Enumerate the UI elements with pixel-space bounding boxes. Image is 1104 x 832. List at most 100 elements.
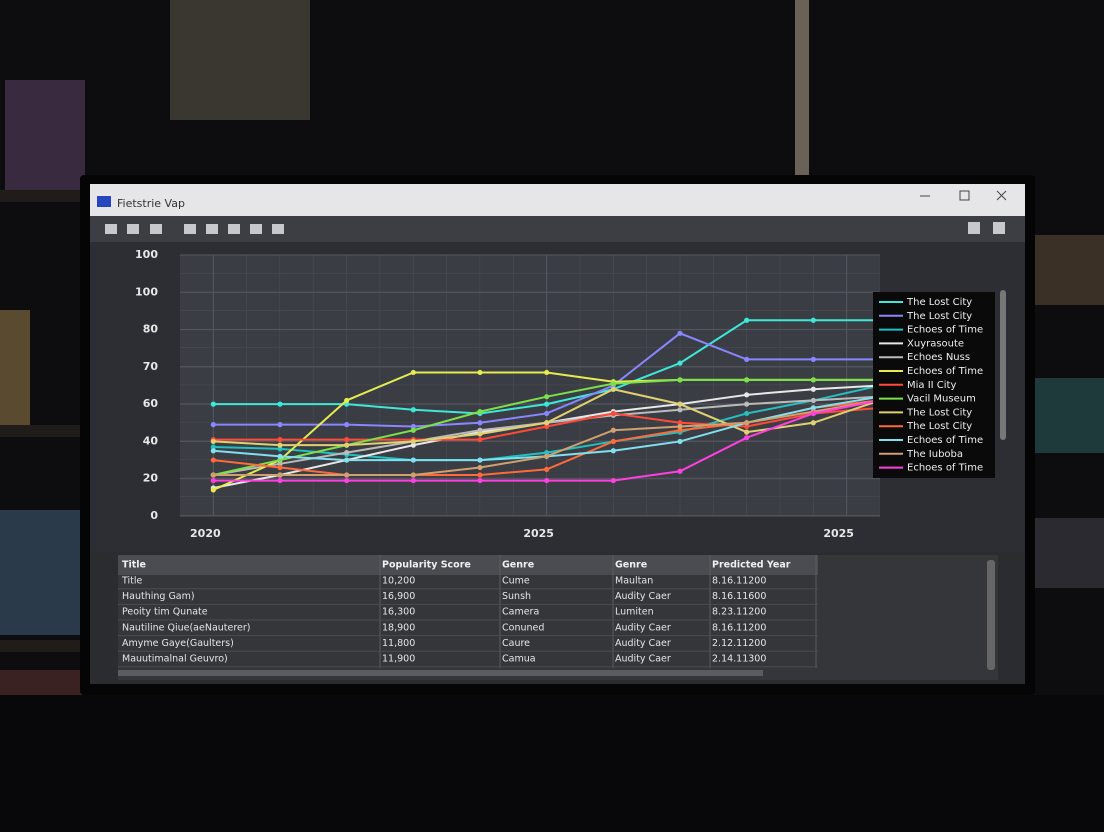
desk bbox=[0, 695, 1104, 832]
table-cell: 11,900 bbox=[382, 654, 415, 665]
legend-label: Xuyrasoute bbox=[907, 338, 964, 349]
data-point bbox=[477, 436, 483, 443]
data-point bbox=[610, 381, 616, 387]
data-point bbox=[610, 386, 616, 392]
data-point bbox=[544, 450, 550, 456]
table-cell: Maultan bbox=[615, 576, 653, 587]
window-controls[interactable] bbox=[920, 190, 1007, 201]
data-point bbox=[277, 477, 283, 484]
data-point bbox=[410, 423, 416, 430]
table-cell: Amyme Gaye(Gaulters) bbox=[122, 638, 234, 649]
data-point bbox=[744, 392, 750, 398]
data-point bbox=[410, 472, 416, 478]
data-point bbox=[277, 401, 283, 407]
header-cell: Genre bbox=[615, 560, 647, 571]
data-point bbox=[344, 436, 350, 443]
x-tick-label: 2025 bbox=[523, 527, 554, 540]
x-tick-label: 2025 bbox=[823, 527, 854, 540]
data-point bbox=[744, 377, 750, 383]
lamp-pole bbox=[795, 0, 809, 175]
data-point bbox=[677, 438, 683, 445]
data-point bbox=[277, 442, 283, 448]
table-cell: 2.12.11200 bbox=[712, 638, 766, 649]
data-point bbox=[744, 435, 750, 441]
data-point bbox=[277, 461, 283, 467]
data-point bbox=[744, 420, 750, 426]
data-point bbox=[344, 422, 350, 428]
y-tick-label: 40 bbox=[143, 434, 159, 447]
data-point bbox=[210, 477, 216, 484]
table-cell: Caure bbox=[502, 638, 530, 649]
h-scrollbar[interactable] bbox=[118, 670, 763, 676]
y-tick-label: 20 bbox=[143, 472, 159, 485]
data-point bbox=[410, 407, 416, 413]
data-point bbox=[544, 466, 550, 472]
legend-label: Vacil Museum bbox=[907, 394, 976, 405]
table-cell: 10,200 bbox=[382, 576, 415, 587]
table-cell: Audity Caer bbox=[615, 654, 671, 665]
data-point bbox=[610, 410, 616, 417]
legend-label: Echoes of Time bbox=[907, 325, 983, 336]
data-point bbox=[477, 427, 483, 433]
data-point bbox=[544, 423, 550, 430]
data-point bbox=[344, 457, 350, 463]
data-point bbox=[410, 369, 416, 376]
data-point bbox=[344, 397, 350, 404]
data-point bbox=[544, 420, 550, 426]
table-cell: 16,900 bbox=[382, 591, 415, 602]
data-point bbox=[544, 401, 550, 407]
legend-label: The Iuboba bbox=[906, 449, 963, 460]
data-point bbox=[344, 472, 350, 478]
data-point bbox=[544, 394, 550, 400]
data-point bbox=[677, 427, 683, 433]
books bbox=[0, 310, 30, 425]
data-table bbox=[118, 555, 998, 680]
table-cell: Audity Caer bbox=[615, 638, 671, 649]
y-tick-label: 80 bbox=[143, 323, 159, 336]
y-tick-label: 60 bbox=[143, 397, 159, 410]
header-cell: Title bbox=[122, 560, 146, 571]
data-point bbox=[477, 431, 483, 437]
legend-label: The Lost City bbox=[906, 421, 972, 432]
table-cell: Cume bbox=[502, 576, 530, 587]
header-cell: Predicted Year bbox=[712, 560, 791, 571]
data-point bbox=[677, 377, 683, 383]
data-point bbox=[277, 464, 283, 471]
data-point bbox=[744, 401, 750, 407]
shelf bbox=[0, 425, 95, 437]
data-point bbox=[544, 477, 550, 484]
window-title: Fietstrie Vap bbox=[117, 197, 185, 210]
data-point bbox=[744, 317, 750, 323]
table-cell: 2.14.11300 bbox=[712, 654, 766, 665]
data-point bbox=[610, 438, 616, 445]
toolbar-icons[interactable] bbox=[105, 222, 1005, 234]
data-point bbox=[277, 436, 283, 443]
table-cells: Title Popularity Score Genre Genre Predicted… bbox=[118, 555, 818, 668]
legend-label: Mia II City bbox=[907, 380, 956, 391]
table-scrollbar[interactable] bbox=[987, 560, 995, 670]
table-cell: Sunsh bbox=[502, 591, 531, 602]
data-point bbox=[410, 427, 416, 433]
table-cell: 8.16.11200 bbox=[712, 576, 766, 587]
data-point bbox=[410, 477, 416, 484]
data-point bbox=[810, 377, 816, 383]
table-cell: 11,800 bbox=[382, 638, 415, 649]
data-point bbox=[344, 450, 350, 456]
data-point bbox=[410, 438, 416, 445]
data-point bbox=[677, 401, 683, 407]
data-point bbox=[744, 356, 750, 362]
y-tick-label: 100 bbox=[135, 285, 158, 298]
data-point bbox=[744, 429, 750, 435]
y-tick-label: 0 bbox=[150, 509, 158, 522]
wall-light bbox=[170, 0, 310, 120]
table-cell: 18,900 bbox=[382, 622, 415, 633]
books bbox=[5, 80, 85, 190]
books bbox=[0, 510, 80, 635]
app-icon bbox=[97, 196, 111, 207]
data-point bbox=[677, 360, 683, 366]
data-point bbox=[610, 448, 616, 454]
shelf bbox=[0, 640, 95, 652]
scrollbar[interactable] bbox=[1000, 290, 1006, 440]
table-cell: 16,300 bbox=[382, 607, 415, 618]
